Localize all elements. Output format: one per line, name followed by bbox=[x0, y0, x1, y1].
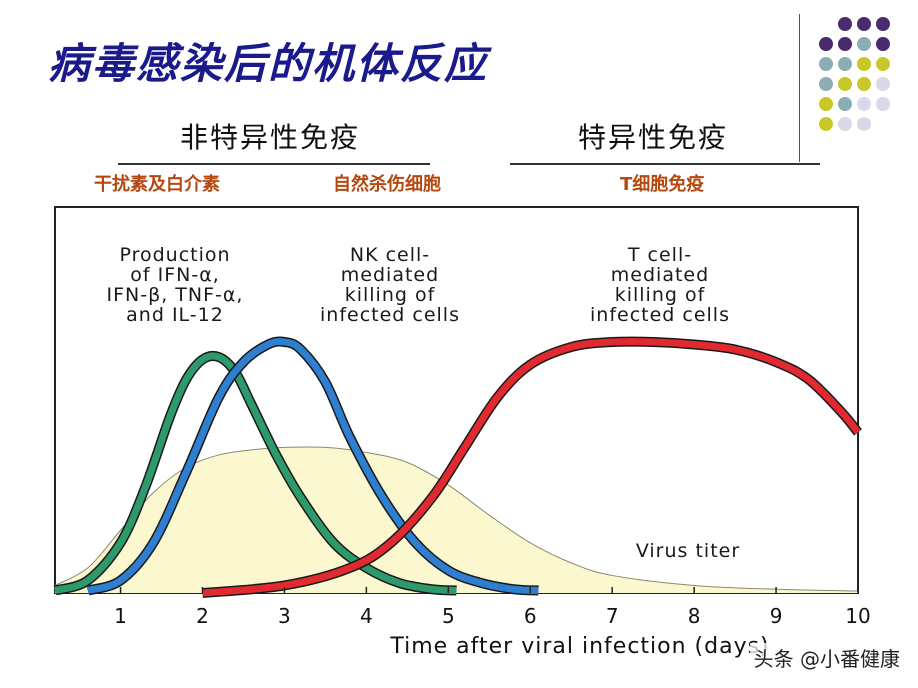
nonspecific-underline bbox=[118, 163, 430, 165]
annotation-tcell-line: T cell- bbox=[627, 244, 692, 266]
annotation-virus-line: Virus titer bbox=[636, 540, 740, 562]
decorative-dot bbox=[876, 57, 890, 71]
nk-cell-label: 自然杀伤细胞 bbox=[333, 174, 441, 195]
annotation-tcell-line: killing of bbox=[615, 284, 706, 306]
interferon-interleukin-label: 干扰素及白介素 bbox=[94, 174, 220, 195]
decorative-dot bbox=[838, 57, 852, 71]
x-tick-label-3: 3 bbox=[278, 604, 291, 628]
decorative-dot bbox=[857, 97, 871, 111]
series-virus-area bbox=[55, 446, 858, 593]
annotation-nk-line: NK cell- bbox=[350, 244, 430, 266]
x-tick-label-9: 9 bbox=[770, 604, 783, 628]
annotation-ifn-line: and IL-12 bbox=[126, 304, 224, 326]
annotation-ifn-line: Production bbox=[119, 244, 230, 266]
decorative-dot bbox=[876, 97, 890, 111]
decorative-dot bbox=[819, 97, 833, 111]
decorative-dot bbox=[857, 17, 871, 31]
decorative-dot bbox=[876, 17, 890, 31]
annotation-ifn-line: IFN-β, TNF-α, bbox=[107, 284, 244, 306]
x-tick-label-4: 4 bbox=[360, 604, 373, 628]
decorative-divider bbox=[799, 14, 800, 162]
decorative-dot bbox=[876, 37, 890, 51]
annotation-nk-line: infected cells bbox=[320, 304, 460, 326]
decorative-dot bbox=[857, 117, 871, 131]
decorative-dot bbox=[838, 97, 852, 111]
decorative-dot bbox=[857, 37, 871, 51]
x-axis-label: Time after viral infection (days) bbox=[389, 634, 769, 659]
annotation-nk-line: killing of bbox=[345, 284, 436, 306]
decorative-dot bbox=[857, 57, 871, 71]
decorative-dot bbox=[819, 77, 833, 91]
annotation-tcell-line: mediated bbox=[611, 264, 709, 286]
annotation-ifn-line: of IFN-α, bbox=[130, 264, 220, 286]
series-virus-outline bbox=[54, 446, 859, 592]
x-tick-label-10: 10 bbox=[845, 604, 870, 628]
x-tick-label-8: 8 bbox=[688, 604, 701, 628]
x-tick-label-7: 7 bbox=[606, 604, 619, 628]
decorative-dot bbox=[838, 77, 852, 91]
page-title: 病毒感染后的机体反应 bbox=[48, 39, 489, 88]
decorative-dot bbox=[819, 117, 833, 131]
chart-svg: 1 2 3 4 5 6 7 8 9 10 Time after viral infection (d… bbox=[53, 206, 871, 659]
decorative-dot-grid bbox=[819, 17, 890, 131]
decorative-dot bbox=[838, 37, 852, 51]
series-tcell-line bbox=[202, 338, 861, 597]
decorative-dot bbox=[857, 77, 871, 91]
nonspecific-immunity-heading: 非特异性免疫 bbox=[180, 121, 361, 154]
annotation-nk-line: mediated bbox=[341, 264, 439, 286]
decorative-dot bbox=[838, 17, 852, 31]
watermark: 头条 @小番健康 bbox=[749, 643, 904, 672]
decorative-dot bbox=[838, 117, 852, 131]
immune-response-chart: 1 2 3 4 5 6 7 8 9 10 Time after viral infection (d… bbox=[0, 195, 918, 688]
x-tick-label-1: 1 bbox=[114, 604, 127, 628]
decorative-dot bbox=[876, 77, 890, 91]
specific-underline bbox=[510, 163, 820, 165]
annotation-tcell-line: infected cells bbox=[590, 304, 730, 326]
t-cell-immunity-label: T细胞免疫 bbox=[620, 174, 705, 195]
decorative-dot bbox=[819, 57, 833, 71]
specific-immunity-heading: 特异性免疫 bbox=[578, 121, 729, 154]
decorative-dot bbox=[819, 37, 833, 51]
x-tick-label-5: 5 bbox=[442, 604, 455, 628]
series-nk-line bbox=[86, 338, 539, 594]
x-tick-label-6: 6 bbox=[524, 604, 537, 628]
x-tick-label-2: 2 bbox=[196, 604, 209, 628]
